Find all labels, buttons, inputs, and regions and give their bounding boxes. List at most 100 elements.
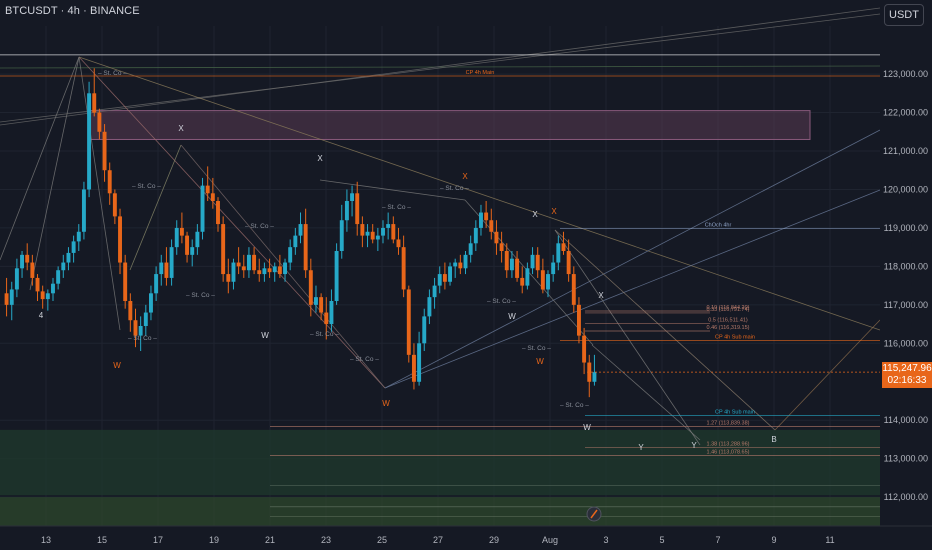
- candle-body: [468, 243, 473, 255]
- candle-body: [154, 274, 159, 294]
- candle-body: [25, 254, 30, 263]
- reference-line-label: 0.19 (116,844.20): [706, 305, 749, 311]
- candle-body: [391, 224, 396, 240]
- candle-body: [324, 312, 329, 325]
- candle-body: [520, 277, 525, 286]
- candle-body: [442, 274, 447, 282]
- candle-body: [195, 231, 200, 248]
- candle-body: [9, 289, 14, 305]
- candle: [20, 251, 25, 278]
- candle: [344, 189, 349, 232]
- candle: [267, 258, 272, 278]
- candle-body: [355, 193, 360, 225]
- st-co-label: – St. Co –: [245, 223, 274, 230]
- candle-body: [236, 262, 241, 267]
- candle: [442, 262, 447, 290]
- candle: [97, 108, 102, 140]
- candle: [51, 277, 55, 301]
- candle-body: [262, 268, 267, 275]
- trend-line: [0, 65, 881, 69]
- candle: [200, 177, 205, 240]
- price-axis-tick: 123,000.00: [883, 69, 928, 79]
- last-price-badge: 115,247.96 02:16:33: [882, 362, 932, 388]
- candle-body: [509, 258, 514, 271]
- candle: [56, 266, 61, 290]
- time-axis-tick: 13: [41, 535, 51, 545]
- time-axis-tick: 3: [603, 535, 608, 545]
- candle: [76, 224, 81, 251]
- price-axis-tick: 116,000.00: [884, 338, 928, 348]
- candle-body: [566, 251, 571, 275]
- candle-body: [226, 274, 231, 282]
- candle: [303, 208, 308, 278]
- price-axis-tick: 112,000.00: [884, 492, 928, 502]
- candle: [468, 235, 473, 263]
- candle: [556, 235, 561, 271]
- candle-body: [365, 231, 370, 236]
- candle-body: [159, 262, 164, 275]
- currency-toggle-button[interactable]: USDT: [884, 4, 924, 26]
- candle-body: [339, 220, 344, 251]
- price-axis-bg: [880, 0, 932, 550]
- candle-body: [246, 254, 251, 271]
- candle: [592, 354, 597, 386]
- candle-body: [118, 216, 122, 263]
- candle: [566, 239, 571, 282]
- replay-icon-glyph: [590, 509, 598, 519]
- candle: [216, 197, 220, 232]
- time-axis-tick: 9: [771, 535, 776, 545]
- time-axis-tick: 11: [825, 535, 834, 545]
- candle-body: [40, 291, 45, 300]
- candle-body: [128, 301, 133, 321]
- pattern-marker-x: X: [532, 210, 538, 219]
- trend-line: [129, 144, 182, 271]
- candle-body: [257, 270, 262, 275]
- reference-line-label: CP 4h Main: [466, 70, 495, 76]
- trend-line: [384, 129, 881, 389]
- candle: [479, 204, 483, 236]
- candle-body: [102, 131, 107, 171]
- price-axis-tick: 122,000.00: [883, 108, 928, 118]
- candle-body: [540, 270, 545, 290]
- candle-body: [535, 254, 540, 271]
- candle-body: [66, 252, 71, 263]
- demand-zone-upper: [0, 429, 880, 496]
- candle-body: [422, 316, 427, 344]
- reference-line-label: 1.38 (113,288.96): [706, 442, 749, 448]
- pattern-marker-w: W: [382, 399, 390, 408]
- candle: [350, 185, 355, 217]
- candle-body: [484, 212, 489, 221]
- candle: [102, 124, 107, 182]
- candle: [329, 289, 334, 332]
- pattern-marker-x: X: [551, 207, 557, 216]
- pattern-marker-y: Y: [691, 441, 697, 450]
- candle: [81, 181, 86, 240]
- candle-body: [51, 283, 55, 294]
- candle-body: [489, 220, 494, 232]
- candle: [489, 208, 494, 240]
- candle: [308, 258, 313, 317]
- candle: [246, 247, 251, 278]
- price-axis-tick: 114,000.00: [884, 415, 928, 425]
- candle-body: [437, 274, 442, 286]
- candle-body: [210, 193, 215, 201]
- pattern-marker-x: X: [178, 124, 184, 133]
- candle-body: [499, 243, 504, 251]
- trend-line: [591, 344, 701, 441]
- candle-body: [458, 262, 463, 269]
- pattern-marker-4: 4: [39, 311, 44, 320]
- trend-line: [554, 229, 701, 446]
- candle-body: [329, 301, 334, 325]
- time-axis-tick: Aug: [542, 535, 558, 545]
- candle-body: [20, 254, 25, 269]
- time-axis-tick: 17: [153, 535, 163, 545]
- candle-body: [381, 227, 385, 236]
- candle: [386, 212, 391, 240]
- pattern-marker-w: W: [508, 312, 516, 321]
- candle: [35, 274, 40, 301]
- candle: [40, 285, 45, 309]
- st-co-label: – St. Co –: [440, 185, 469, 192]
- candle-body: [427, 297, 432, 317]
- candle: [432, 277, 437, 309]
